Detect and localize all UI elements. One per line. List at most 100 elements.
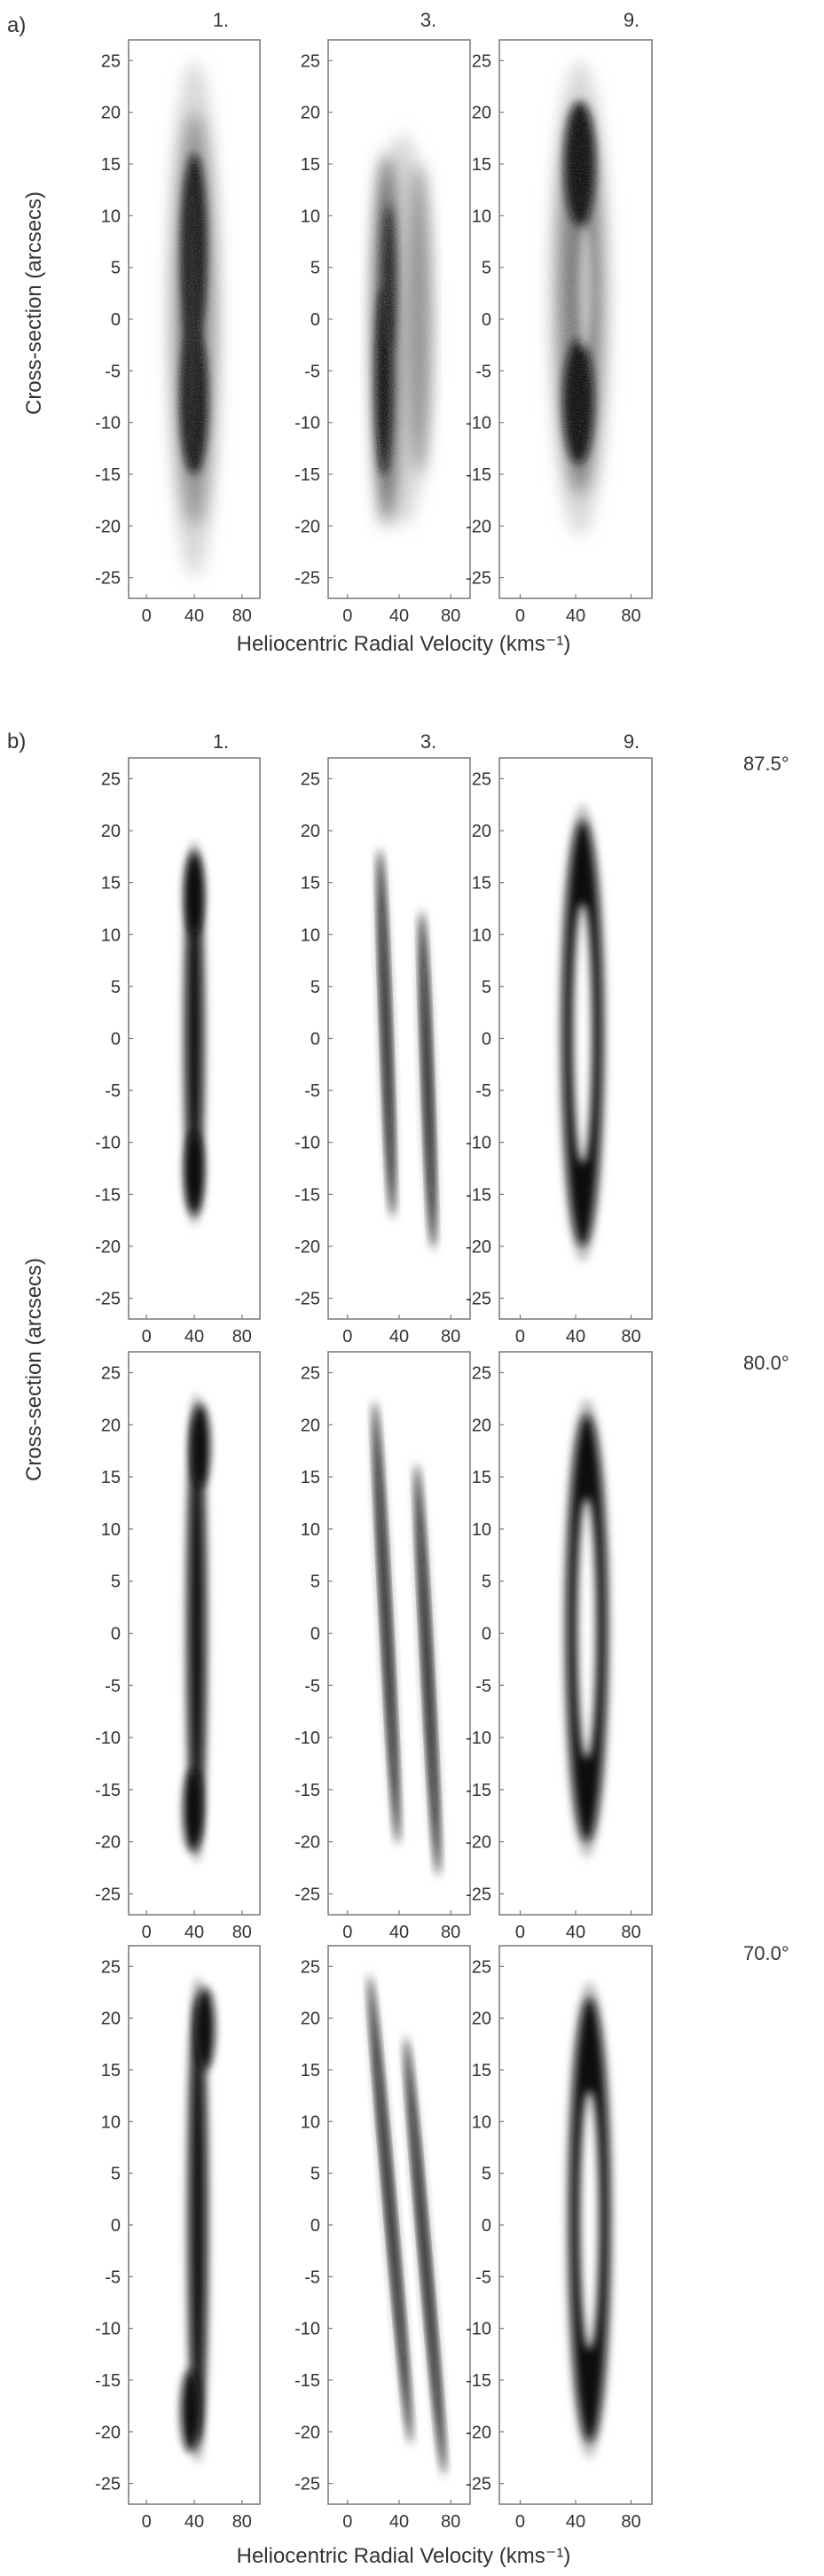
panel-b-row2-3.-ytick-label: -15	[294, 1781, 320, 1800]
panel-b-row3-3.-ytick-label: 15	[301, 2061, 320, 2080]
panel-b-row1-3.-ytick-label: 0	[310, 1030, 320, 1050]
panel-b-row3-1.-ytick-label: 0	[111, 2216, 121, 2236]
panel-b-row3-3.-ytick-label: 0	[310, 2216, 320, 2236]
panel-a-col-3: 3.	[420, 9, 436, 31]
panel-b-row1-3.-ytick-label: -20	[294, 1237, 320, 1257]
panel-a-3.-ytick-label: -20	[294, 517, 320, 536]
panel-b-row2-3.-ytick-label: -10	[294, 1729, 320, 1748]
panel-b-row3-3.-ytick-label: 25	[301, 1957, 320, 1977]
inclination-row-1: 87.5°	[743, 753, 789, 775]
panel-b-row3-1.-data	[181, 1977, 215, 2463]
panel-b-row2-9.-xtick-label: 40	[566, 1923, 585, 1942]
panel-b-row3-3.-data	[368, 1972, 446, 2478]
panel-b-row1-1.-part-1	[186, 862, 202, 1206]
panel-b-row1-9.-xtick-label: 40	[566, 1327, 585, 1347]
panel-b-row3-1.-ytick-label: -20	[95, 2423, 121, 2442]
panel-b-row1-3.-frame	[327, 757, 471, 1320]
panel-b-row1-3.-left-core	[379, 851, 394, 1215]
panel-b-row2-3.-left-core	[373, 1404, 399, 1842]
panel-b-row2-1.-xtick-label: 80	[232, 1923, 252, 1942]
panel-b-row3-9.-ytick-label: 0	[482, 2216, 491, 2236]
panel-b-row3-9.-ytick-label: 25	[472, 1957, 491, 1977]
panel-b-row1-1.-ytick-label: -5	[105, 1081, 121, 1101]
panel-b-row3-9.-ytick-label: 5	[482, 2165, 491, 2184]
panel-b-row2-9.-ytick-label: -5	[475, 1676, 491, 1696]
panel-b-row2-3.-ytick-label: 20	[301, 1416, 320, 1435]
panel-b-row1-3.-ytick-label: -5	[304, 1081, 320, 1101]
inclination-row-3: 70.0°	[743, 1942, 789, 1964]
panel-a-1.-ytick-label: -15	[95, 465, 121, 485]
panel-a-1.-ytick-label: -5	[105, 362, 121, 381]
panel-a-column-titles: 1. 3. 9.	[213, 9, 640, 31]
panel-a-1.-ytick-label: -10	[95, 414, 121, 433]
panel-b-row2-3.-xtick-label: 80	[441, 1923, 460, 1942]
panel-b-row3-9.-ytick-label: 15	[472, 2061, 491, 2080]
panel-b-row2-subplot-9: -25 -20 -15 -10 -5 0 5 10 15 20 25 0 40 80	[466, 1351, 653, 1942]
panel-b-row2-1.-xtick-label: 0	[142, 1923, 152, 1942]
panel-b-row2-subplot-3: -25 -20 -15 -10 -5 0 5 10 15 20 25 0 40 80	[294, 1351, 471, 1942]
panel-b-row3-3.-left-core	[369, 1977, 412, 2442]
panel-b-ylabel: Cross-section (arcsecs)	[22, 1258, 46, 1481]
panel-b-row3-1.-ytick-label: 10	[101, 2112, 121, 2132]
panel-b-row2-1.-ytick-label: 20	[101, 1416, 121, 1435]
panel-a-xlabel: Heliocentric Radial Velocity (kms⁻¹)	[237, 632, 571, 656]
panel-b-row1-3.-ytick-label: 5	[310, 978, 320, 997]
panel-b-row1-9.-ytick-label: -20	[466, 1237, 491, 1257]
panel-b-row3-3.-ytick-label: -20	[294, 2423, 320, 2442]
panel-b-row3-3.-ytick-label: -10	[294, 2320, 320, 2339]
panel-b-row3-3.-ytick-label: 5	[310, 2165, 320, 2184]
panel-b-row1-9.-data	[559, 804, 607, 1262]
panel-b-row1-9.-xtick-label: 80	[621, 1327, 640, 1347]
panel-a-9.-ytick-label: 25	[472, 51, 491, 71]
panel-b-row2-3.-ytick-label: 25	[301, 1364, 320, 1384]
panel-b-row1-3.-data	[377, 846, 436, 1252]
panel-b-row3-3.-xtick-label: 80	[441, 2512, 460, 2532]
panel-b-row3-3.-ytick-label: 20	[301, 2010, 320, 2029]
panel-b-row3-3.-ytick-label: 10	[301, 2112, 320, 2132]
panel-b-row1-9.-ytick-label: 15	[472, 874, 491, 894]
panel-b-row2-1.-xtick-label: 40	[184, 1923, 204, 1942]
panel-b-row1-3.-right-core	[420, 913, 435, 1246]
panel-b-row1-9.-ytick-label: 5	[482, 978, 491, 997]
panel-b-row1-9.-ytick-label: -25	[466, 1290, 491, 1309]
panel-b-row2-3.-ytick-label: -20	[294, 1833, 320, 1853]
panel-b-row2-3.-xtick-label: 40	[389, 1923, 409, 1942]
panel-a-9.-ytick-label: -20	[466, 517, 491, 536]
panel-a-3.-ytick-label: 20	[301, 104, 320, 123]
panel-a-3.-ytick-label: 15	[301, 155, 320, 175]
panel-b-row1-1.-ytick-label: -10	[95, 1134, 121, 1153]
panel-b-row2-1.-ytick-label: 10	[101, 1520, 121, 1540]
panel-b-row1-9.-ytick-label: -15	[466, 1185, 491, 1205]
panel-b-row2-9.-ytick-label: 5	[482, 1573, 491, 1592]
panel-a-3.-ytick-label: 10	[301, 207, 320, 226]
panel-b-row1-subplot-1: -25 -20 -15 -10 -5 0 5 10 15 20 25 0 40 80	[95, 757, 261, 1347]
panel-b-row1-1.-part-2	[184, 1132, 204, 1215]
panel-a-3.-noise	[329, 41, 469, 597]
panel-b-col-9: 9.	[624, 730, 640, 753]
panel-a-1.-ytick-label: -25	[95, 569, 121, 589]
panel-b-row2-subplot-1: -25 -20 -15 -10 -5 0 5 10 15 20 25 0 40 80	[95, 1351, 261, 1942]
panel-b-row3-3.-xtick-label: 0	[342, 2512, 352, 2532]
panel-b-row1-1.-xtick-label: 0	[142, 1327, 152, 1347]
panel-b-row3-subplot-3: -25 -20 -15 -10 -5 0 5 10 15 20 25 0 40 80	[294, 1945, 471, 2532]
panel-b-row1-9.-ytick-label: 0	[482, 1030, 491, 1050]
panel-b-row2-9.-ytick-label: -15	[466, 1781, 491, 1800]
panel-b-row3-9.-xtick-label: 0	[515, 2512, 525, 2532]
panel-b-row3-1.-part-3	[195, 1987, 215, 2070]
panel-b-row1-9.-ytick-label: -10	[466, 1134, 491, 1153]
panel-b-row1-9.-xtick-label: 0	[515, 1327, 525, 1347]
panel-b-row3-9.-ytick-label: -5	[475, 2268, 491, 2287]
panel-b-row3-3.-right-core	[405, 2039, 444, 2473]
panel-b-row2-9.-ytick-label: 25	[472, 1364, 491, 1384]
panel-a-1.-xtick-label: 0	[142, 606, 152, 626]
panel-b-row3-3.-ytick-label: -25	[294, 2475, 320, 2494]
panel-a-3.-xtick-label: 0	[342, 606, 352, 626]
panel-b-row3-9.-ytick-label: -15	[466, 2371, 491, 2391]
panel-b-row2-1.-ytick-label: -5	[105, 1676, 121, 1696]
panel-a-1.-ytick-label: 15	[101, 155, 121, 175]
panel-b-row1-9.-ytick-label: 20	[472, 822, 491, 841]
panel-b-row3-1.-part-1	[190, 1997, 206, 2443]
panel-b-row3-1.-xtick-label: 80	[232, 2512, 252, 2532]
panel-b-row2-1.-data	[183, 1393, 210, 1863]
panel-b-row2-9.-data	[562, 1398, 611, 1858]
